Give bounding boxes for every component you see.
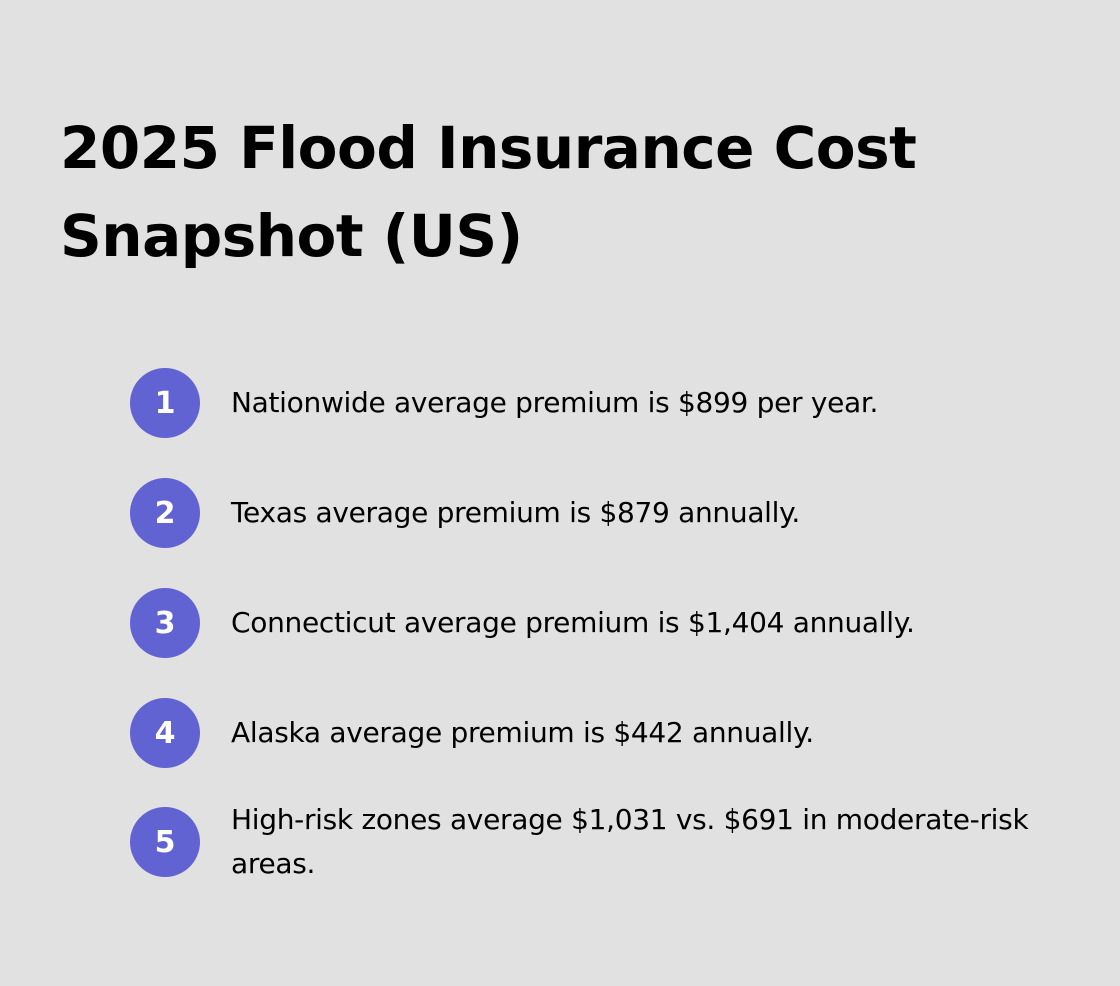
list-item: 1 Nationwide average premium is $899 per… [130, 368, 1030, 438]
item-text: High-risk zones average $1,031 vs. $691 … [231, 803, 1029, 880]
number-badge: 2 [130, 478, 200, 548]
list-item: 5 High-risk zones average $1,031 vs. $69… [130, 798, 1030, 886]
page-title: 2025 Flood Insurance Cost Snapshot (US) [60, 104, 1060, 280]
item-text: Connecticut average premium is $1,404 an… [231, 606, 915, 639]
item-text: Nationwide average premium is $899 per y… [231, 386, 879, 419]
title-line-2: Snapshot (US) [60, 202, 523, 270]
number-badge: 3 [130, 588, 200, 658]
number-badge: 5 [130, 807, 200, 877]
list-item: 4 Alaska average premium is $442 annuall… [130, 698, 1030, 768]
number-badge: 4 [130, 698, 200, 768]
number-badge: 1 [130, 368, 200, 438]
list-item: 2 Texas average premium is $879 annually… [130, 478, 1030, 548]
item-text: Alaska average premium is $442 annually. [231, 716, 814, 749]
item-text: Texas average premium is $879 annually. [231, 496, 801, 529]
list-item: 3 Connecticut average premium is $1,404 … [130, 588, 1030, 658]
title-line-1: 2025 Flood Insurance Cost [60, 114, 917, 182]
